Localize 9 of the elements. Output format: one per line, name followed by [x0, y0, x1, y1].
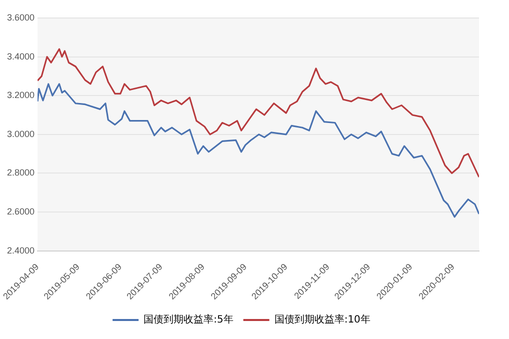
y-tick-label: 3.2000: [6, 90, 35, 100]
legend-label: 国债到期收益率:10年: [274, 314, 370, 326]
y-tick-label: 2.6000: [6, 206, 35, 216]
y-tick-label: 3.6000: [6, 12, 35, 22]
y-tick-label: 3.0000: [6, 128, 35, 139]
y-tick-label: 2.8000: [6, 168, 35, 178]
y-tick-label: 3.4000: [6, 51, 35, 62]
y-tick-label: 2.4000: [6, 245, 35, 256]
legend-label: 国债到期收益率:5年: [144, 314, 234, 326]
